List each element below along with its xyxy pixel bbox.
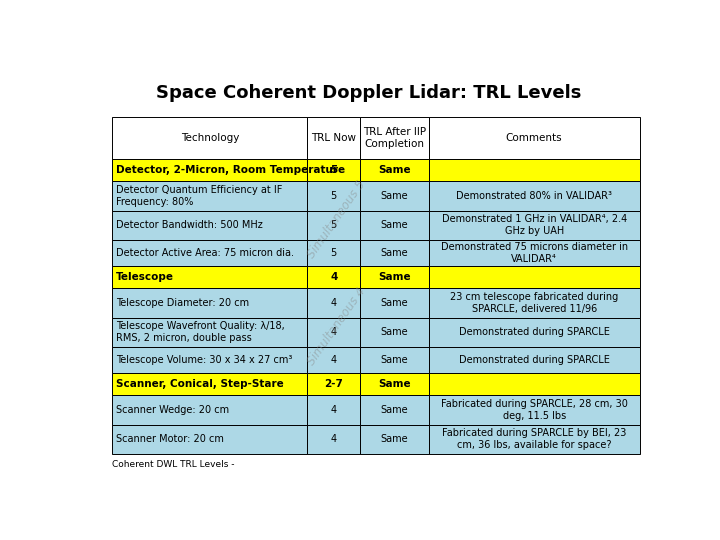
Bar bbox=[112, 211, 307, 240]
Text: 5: 5 bbox=[330, 220, 337, 230]
Text: Telescope Wavefront Quality: λ/18,
RMS, 2 micron, double pass: Telescope Wavefront Quality: λ/18, RMS, … bbox=[116, 321, 285, 343]
Text: Space Coherent Doppler Lidar: TRL Levels: Space Coherent Doppler Lidar: TRL Levels bbox=[156, 84, 582, 102]
Bar bbox=[360, 347, 428, 373]
Text: 4: 4 bbox=[330, 355, 337, 365]
Text: Same: Same bbox=[378, 165, 410, 176]
Bar bbox=[307, 240, 360, 266]
Bar bbox=[428, 318, 639, 347]
Text: Telescope Volume: 30 x 34 x 27 cm³: Telescope Volume: 30 x 34 x 27 cm³ bbox=[116, 355, 292, 365]
Bar bbox=[428, 347, 639, 373]
Text: 4: 4 bbox=[330, 405, 337, 415]
Text: Fabricated during SPARCLE, 28 cm, 30
deg, 11.5 lbs: Fabricated during SPARCLE, 28 cm, 30 deg… bbox=[441, 399, 628, 421]
Text: Demonstrated 80% in VALIDAR³: Demonstrated 80% in VALIDAR³ bbox=[456, 191, 612, 201]
Text: Demonstrated 1 GHz in VALIDAR⁴, 2.4
GHz by UAH: Demonstrated 1 GHz in VALIDAR⁴, 2.4 GHz … bbox=[441, 214, 627, 237]
Bar bbox=[360, 288, 428, 318]
Text: Comments: Comments bbox=[506, 133, 562, 143]
Text: Same: Same bbox=[381, 191, 408, 201]
Text: Same: Same bbox=[381, 298, 408, 308]
Text: Scanner Wedge: 20 cm: Scanner Wedge: 20 cm bbox=[116, 405, 230, 415]
Bar bbox=[112, 159, 307, 181]
Bar bbox=[428, 159, 639, 181]
Bar bbox=[112, 240, 307, 266]
Text: Detector Bandwidth: 500 MHz: Detector Bandwidth: 500 MHz bbox=[116, 220, 263, 230]
Bar bbox=[428, 266, 639, 288]
Bar bbox=[360, 266, 428, 288]
Bar bbox=[307, 424, 360, 454]
Bar bbox=[360, 211, 428, 240]
Text: Telescope Diameter: 20 cm: Telescope Diameter: 20 cm bbox=[116, 298, 249, 308]
Text: Coherent DWL TRL Levels -: Coherent DWL TRL Levels - bbox=[112, 460, 235, 469]
Text: 4: 4 bbox=[330, 327, 337, 337]
Bar bbox=[360, 373, 428, 395]
Text: Same: Same bbox=[381, 405, 408, 415]
Text: 5: 5 bbox=[330, 165, 338, 176]
Bar bbox=[360, 395, 428, 424]
Bar bbox=[112, 266, 307, 288]
Text: Simultaneous 5: Simultaneous 5 bbox=[305, 178, 368, 261]
Bar bbox=[307, 395, 360, 424]
Bar bbox=[112, 117, 307, 159]
Text: Telescope: Telescope bbox=[116, 272, 174, 282]
Text: 4: 4 bbox=[330, 434, 337, 444]
Bar bbox=[360, 240, 428, 266]
Bar bbox=[360, 318, 428, 347]
Text: Detector Active Area: 75 micron dia.: Detector Active Area: 75 micron dia. bbox=[116, 248, 294, 258]
Text: Scanner, Conical, Step-Stare: Scanner, Conical, Step-Stare bbox=[116, 379, 284, 389]
Bar bbox=[428, 373, 639, 395]
Text: TRL Now: TRL Now bbox=[311, 133, 356, 143]
Text: TRL After IIP
Completion: TRL After IIP Completion bbox=[363, 127, 426, 149]
Text: Same: Same bbox=[381, 248, 408, 258]
Text: 4: 4 bbox=[330, 298, 337, 308]
Text: 23 cm telescope fabricated during
SPARCLE, delivered 11/96: 23 cm telescope fabricated during SPARCL… bbox=[450, 292, 618, 314]
Bar bbox=[428, 181, 639, 211]
Text: Same: Same bbox=[381, 355, 408, 365]
Text: Same: Same bbox=[378, 272, 410, 282]
Bar bbox=[112, 318, 307, 347]
Bar bbox=[428, 211, 639, 240]
Bar bbox=[360, 117, 428, 159]
Text: Same: Same bbox=[381, 220, 408, 230]
Text: Same: Same bbox=[378, 379, 410, 389]
Bar bbox=[307, 347, 360, 373]
Text: Fabricated during SPARCLE by BEI, 23
cm, 36 lbs, available for space?: Fabricated during SPARCLE by BEI, 23 cm,… bbox=[442, 428, 626, 450]
Bar bbox=[307, 159, 360, 181]
Bar bbox=[360, 424, 428, 454]
Text: Simultaneous 4: Simultaneous 4 bbox=[305, 285, 368, 368]
Bar bbox=[428, 395, 639, 424]
Bar bbox=[360, 159, 428, 181]
Bar bbox=[428, 288, 639, 318]
Bar bbox=[307, 318, 360, 347]
Bar bbox=[112, 347, 307, 373]
Text: Demonstrated 75 microns diameter in
VALIDAR⁴: Demonstrated 75 microns diameter in VALI… bbox=[441, 241, 628, 264]
Text: Same: Same bbox=[381, 327, 408, 337]
Bar bbox=[428, 240, 639, 266]
Bar bbox=[112, 424, 307, 454]
Text: Scanner Motor: 20 cm: Scanner Motor: 20 cm bbox=[116, 434, 224, 444]
Text: 5: 5 bbox=[330, 191, 337, 201]
Text: Demonstrated during SPARCLE: Demonstrated during SPARCLE bbox=[459, 327, 610, 337]
Bar bbox=[307, 373, 360, 395]
Bar bbox=[112, 288, 307, 318]
Text: Detector, 2-Micron, Room Temperature: Detector, 2-Micron, Room Temperature bbox=[116, 165, 346, 176]
Text: Detector Quantum Efficiency at IF
Frequency: 80%: Detector Quantum Efficiency at IF Freque… bbox=[116, 185, 283, 207]
Text: 5: 5 bbox=[330, 248, 337, 258]
Text: Technology: Technology bbox=[181, 133, 239, 143]
Bar bbox=[360, 181, 428, 211]
Bar bbox=[307, 181, 360, 211]
Bar bbox=[112, 373, 307, 395]
Bar bbox=[428, 117, 639, 159]
Text: Demonstrated during SPARCLE: Demonstrated during SPARCLE bbox=[459, 355, 610, 365]
Bar bbox=[112, 395, 307, 424]
Text: 2-7: 2-7 bbox=[324, 379, 343, 389]
Bar bbox=[112, 181, 307, 211]
Bar bbox=[307, 266, 360, 288]
Bar bbox=[307, 211, 360, 240]
Bar bbox=[428, 424, 639, 454]
Text: Same: Same bbox=[381, 434, 408, 444]
Bar bbox=[307, 117, 360, 159]
Text: 4: 4 bbox=[330, 272, 338, 282]
Bar bbox=[307, 288, 360, 318]
